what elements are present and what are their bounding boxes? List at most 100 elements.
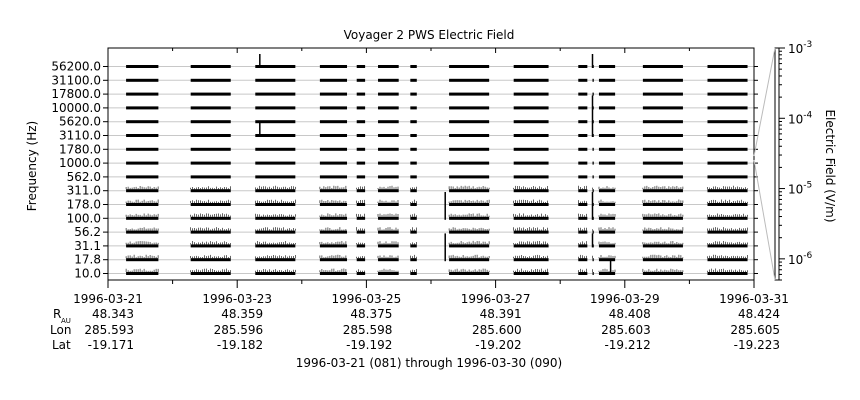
channel-bar (319, 244, 348, 248)
channel-bar (598, 258, 616, 262)
channel-segment (410, 78, 417, 82)
channel-segment (126, 120, 159, 124)
channel-bar (319, 161, 348, 165)
channel-bar (356, 244, 366, 248)
channel-bar (378, 134, 399, 137)
channel-segment (598, 65, 616, 68)
channel-bar (255, 120, 296, 124)
channel-bar (319, 120, 348, 124)
channel-bar (578, 230, 588, 234)
channel-noise (255, 213, 296, 217)
channel-bar (642, 78, 683, 82)
channel-bar (126, 120, 159, 124)
channel-noise (190, 213, 231, 217)
channel-bar (410, 78, 417, 82)
channel-bar (449, 147, 490, 151)
channel-segment (125, 199, 159, 206)
channel-bar (642, 161, 683, 165)
channel-noise (642, 227, 684, 231)
channel-bar (356, 258, 366, 262)
channel-bar (642, 106, 683, 110)
channel-bar (356, 272, 366, 275)
channel-bar (598, 216, 616, 220)
channel-bar (190, 147, 231, 151)
channel-bar (126, 65, 159, 68)
channel-segment (410, 120, 417, 124)
channel-segment (707, 175, 748, 179)
channel-segment (598, 147, 616, 151)
channel-segment (125, 241, 159, 248)
channel-segment (410, 227, 417, 234)
channel-bar (578, 106, 588, 110)
channel-bar (190, 92, 231, 96)
channel-bar (578, 175, 588, 179)
channel-segment (410, 186, 417, 193)
channel-segment (319, 213, 348, 220)
channel-bar (190, 106, 231, 110)
channel-bar (190, 244, 231, 248)
channel-segment (642, 254, 684, 262)
ephemeris-value-r_au: 48.359 (221, 307, 263, 321)
channel-bar (598, 147, 616, 151)
channel-segment (707, 134, 748, 137)
channel-bar (449, 216, 490, 220)
channel-segment (410, 269, 417, 275)
channel-bar (642, 272, 683, 275)
channel-bar (356, 216, 366, 220)
channel-noise (377, 268, 399, 272)
channel-segment (449, 175, 490, 179)
channel-bar (642, 175, 683, 179)
channel-bar (598, 230, 616, 234)
channel-segment (255, 227, 296, 234)
channel-segment (448, 199, 490, 206)
channel-bar (642, 258, 683, 262)
channel-segment (598, 175, 616, 179)
channel-bar (356, 134, 366, 137)
channel-bar (255, 203, 296, 206)
channel-bar (378, 272, 399, 275)
channel-noise (410, 186, 417, 190)
channel-bar (578, 244, 588, 248)
ephemeris-value-lon: 285.603 (601, 323, 651, 337)
channel-segment (255, 147, 296, 151)
channel-bar (255, 244, 296, 248)
channel-bar (578, 120, 588, 124)
channel-bar (255, 161, 296, 165)
channel-segment (707, 78, 748, 82)
channel-noise (448, 268, 490, 272)
channel-segment (578, 185, 588, 193)
channel-bar (319, 147, 348, 151)
channel-bar (513, 216, 549, 220)
channel-noise (319, 199, 347, 203)
channel-bar (410, 175, 417, 179)
channel-bar (598, 65, 616, 68)
channel-segment (377, 227, 399, 234)
channel-bar (356, 120, 366, 124)
channel-segment (598, 241, 616, 248)
channel-bar (378, 147, 399, 151)
channel-noise (448, 240, 490, 245)
channel-segment (319, 147, 348, 151)
channel-bar (513, 189, 549, 193)
channel-noise (319, 213, 347, 217)
channel-bar (707, 65, 748, 68)
channel-bar (356, 175, 366, 179)
channel-segment (448, 240, 490, 248)
channel-noise (377, 185, 399, 190)
channel-bar (642, 189, 683, 193)
channel-segment (126, 147, 159, 151)
channel-bar (513, 230, 549, 234)
channel-segment (598, 161, 616, 165)
channel-noise (190, 186, 231, 190)
channel-bar (598, 134, 616, 137)
channel-segment (319, 65, 348, 68)
channel-segment (598, 213, 616, 220)
channel-segment (598, 199, 616, 206)
y-tick-label: 1780.0 (59, 142, 101, 156)
colorbar-connector (753, 47, 776, 157)
channel-segment (126, 78, 159, 82)
channel-bar (126, 216, 159, 220)
channel-noise (578, 227, 587, 231)
channel-noise (356, 227, 365, 231)
channel-segment (319, 92, 348, 96)
